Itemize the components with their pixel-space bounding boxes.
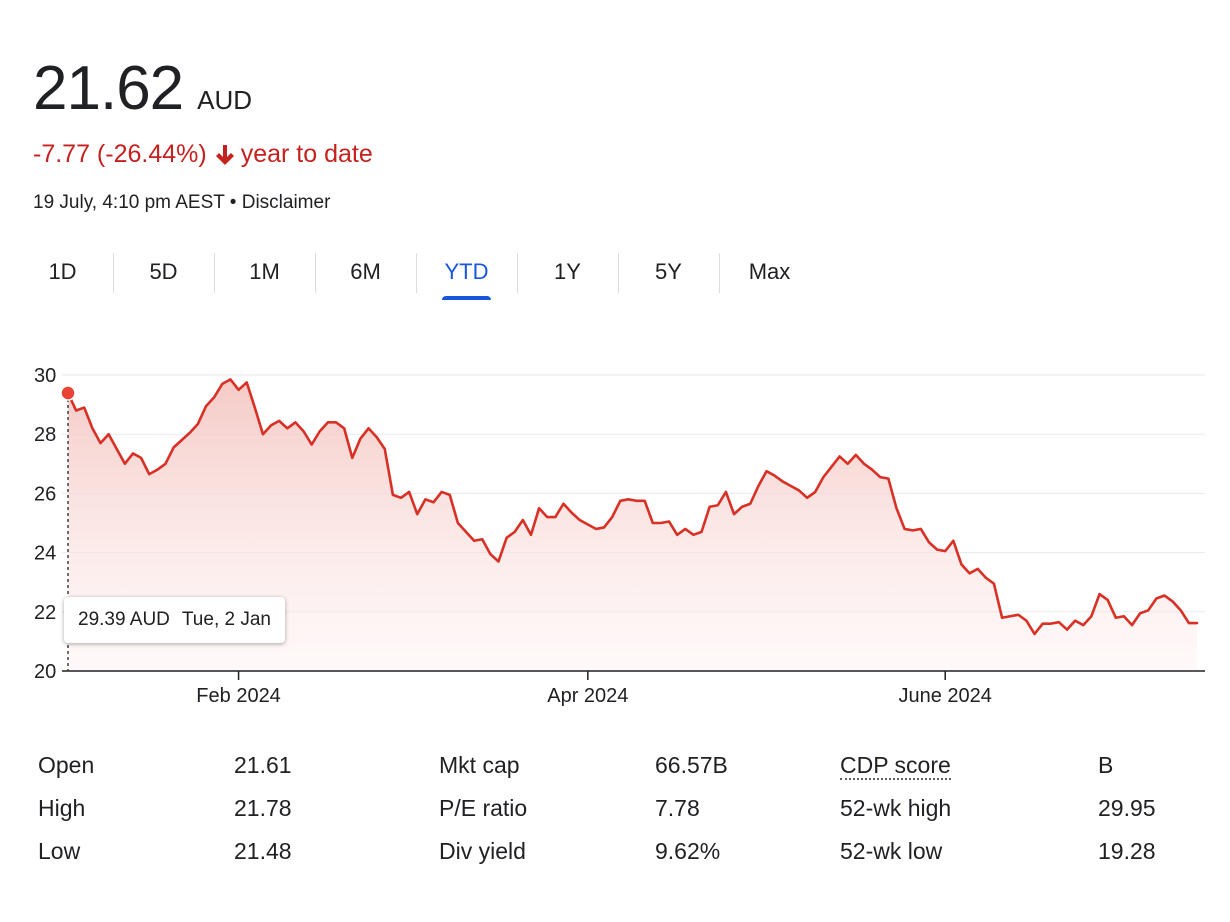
hover-point [60,385,76,401]
y-tick-label: 24 [34,543,56,565]
tab-5d[interactable]: 5D [113,250,214,296]
stat-value-pe-ratio: 7.78 [655,795,700,821]
tab-label: Max [748,259,791,284]
price-line [66,378,1199,636]
stat-label-pe-ratio: P/E ratio [439,795,528,821]
current-price: 21.62 [33,54,184,123]
change-value: -7.77 (-26.44%) [33,140,207,168]
stat-label-52wk-high: 52-wk high [840,795,952,821]
stat-label-div-yield: Div yield [439,838,526,864]
x-tick-label: Apr 2024 [547,685,628,707]
tab-1m[interactable]: 1M [214,250,315,296]
stat-row: Low 21.48 Div yield 9.62% 52-wk low 19.2… [38,834,1198,877]
stat-row: High 21.78 P/E ratio 7.78 52-wk high 29.… [38,791,1198,834]
stat-label-cdp-score[interactable]: CDP score [840,752,951,780]
currency-label: AUD [197,85,253,115]
stat-label-open: Open [38,752,95,778]
stat-value-low: 21.48 [234,838,292,864]
stat-label-high: High [38,795,86,821]
tab-6m[interactable]: 6M [315,250,416,296]
tab-label: 1D [48,259,77,284]
tooltip-value: 29.39 AUD [78,609,170,630]
stat-value-mkt-cap: 66.57B [655,752,728,778]
stat-value-52wk-low: 19.28 [1098,838,1156,864]
stat-value-cdp-score: B [1098,752,1114,778]
quote-meta: 19 July, 4:10 pm AEST • Disclaimer [33,192,330,214]
stat-value-open: 21.61 [234,752,292,778]
chart-tooltip: 29.39 AUD Tue, 2 Jan [64,597,285,643]
meta-separator: • [229,192,237,213]
stat-label-low: Low [38,838,81,864]
y-tick-label: 22 [34,602,56,624]
tab-1y[interactable]: 1Y [517,250,618,296]
stat-label-52wk-low: 52-wk low [840,838,943,864]
y-tick-label: 20 [34,661,56,683]
x-tick-label: Feb 2024 [196,685,281,707]
x-tick-label: June 2024 [898,685,991,707]
tab-ytd[interactable]: YTD [416,250,517,300]
change-period: year to date [240,140,373,168]
stat-value-52wk-high: 29.95 [1098,795,1156,821]
tab-label: 1M [249,259,280,284]
range-tabs: 1D 5D 1M 6M YTD 1Y 5Y Max [12,250,820,300]
tab-max[interactable]: Max [719,250,820,296]
price-chart[interactable]: 20 22 24 26 28 30 Feb 2024 Apr 2024 June 2024 [0,355,1230,715]
tab-5y[interactable]: 5Y [618,250,719,296]
tab-label: 1Y [554,259,581,284]
disclaimer-link[interactable]: Disclaimer [241,192,331,213]
active-tab-indicator [442,296,491,300]
y-tick-label: 26 [34,483,56,505]
price-change: -7.77 (-26.44%) year to date [33,140,373,169]
stat-row: Open 21.61 Mkt cap 66.57B CDP score B [38,748,1198,791]
chart-marker-layer [60,385,76,671]
price-header: 21.62 AUD [33,58,252,120]
quote-timestamp: 19 July, 4:10 pm AEST [33,192,225,213]
y-axis-labels: 20 22 24 26 28 30 [34,365,56,683]
tab-label: YTD [444,259,489,284]
stat-value-high: 21.78 [234,795,292,821]
key-stats: Open 21.61 Mkt cap 66.57B CDP score B Hi… [38,748,1198,877]
y-tick-label: 30 [34,365,56,387]
stat-label-mkt-cap: Mkt cap [439,752,520,778]
tab-label: 6M [350,259,381,284]
chart-line-layer [66,378,1199,636]
tab-label: 5Y [655,259,682,284]
stat-value-div-yield: 9.62% [655,838,721,864]
x-axis: Feb 2024 Apr 2024 June 2024 [62,670,1205,707]
tab-label: 5D [149,259,178,284]
tooltip-date: Tue, 2 Jan [181,609,271,630]
tab-1d[interactable]: 1D [12,250,113,296]
arrow-down-icon [215,144,235,166]
y-tick-label: 28 [34,424,56,446]
